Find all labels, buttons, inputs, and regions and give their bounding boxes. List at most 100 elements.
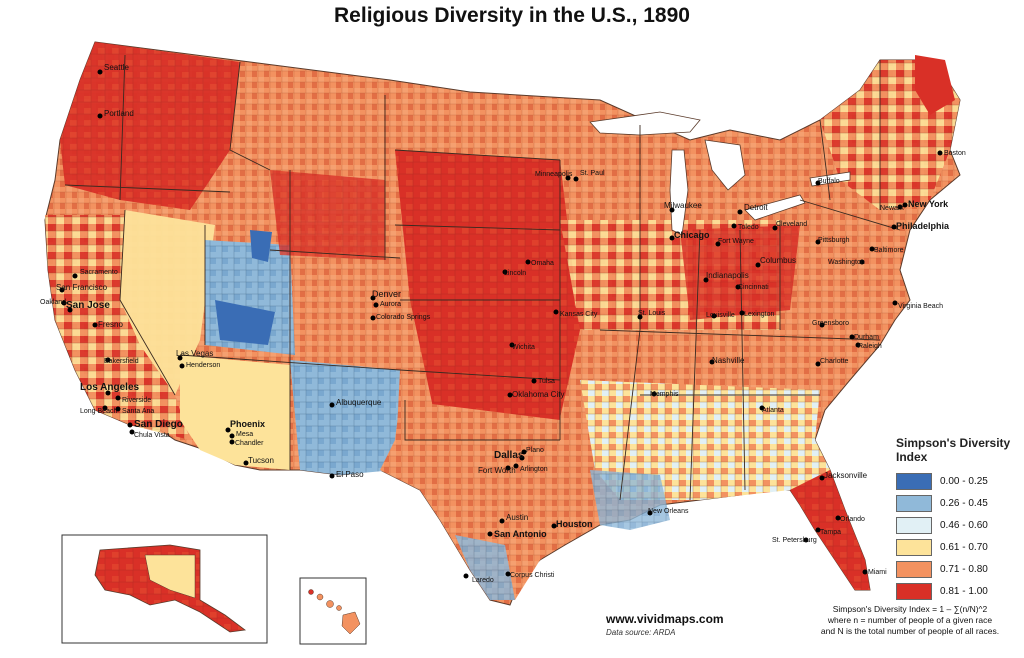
legend-swatch [896,582,932,600]
city-denver: Denver [372,289,401,299]
city-pittsburgh: Pittsburgh [818,237,850,244]
city-minneapolis: Minneapolis [535,171,573,178]
louisiana-region [590,470,670,530]
legend-label: 0.81 - 1.00 [940,585,988,597]
southeast-region [580,380,830,500]
city-tampa: Tampa [820,529,841,536]
pacific-northwest-region [60,42,240,210]
city-greensboro: Greensboro [812,320,849,327]
city-las-vegas: Las Vegas [176,349,213,358]
city-lincoln: Lincoln [504,270,526,277]
city-durham: Durham [854,334,879,341]
legend-swatch [896,472,932,490]
legend-swatch [896,516,932,534]
city-st-paul: St. Paul [580,170,605,177]
state-borders [64,54,901,501]
maine-region [915,55,955,115]
city-nashville: Nashville [712,356,745,365]
legend-swatch [896,560,932,578]
legend-label: 0.71 - 0.80 [940,563,988,575]
city-fort-worth: Fort Worth [478,466,516,475]
city-henderson: Henderson [186,362,220,369]
city-albuquerque: Albuquerque [336,398,382,407]
city-bakersfield: Bakersfield [104,358,139,365]
city-orlando: Orlando [840,516,865,523]
city-santa-ana: Santa Ana [122,408,154,415]
legend-item: 0.26 - 0.45 [896,492,1020,514]
city-chula-vista: Chula Vista [134,432,170,439]
city-fresno: Fresno [98,320,123,329]
map-title: Religious Diversity in the U.S., 1890 [334,4,690,27]
new-mexico-region [290,360,400,475]
map-legend: Simpson's Diversity Index 0.00 - 0.25 0.2… [896,436,1020,602]
south-texas-region [455,535,515,600]
city-fort-wayne: Fort Wayne [718,238,754,245]
city-chandler: Chandler [235,440,264,447]
city-raleigh: Raleigh [858,343,882,350]
city-new-orleans: New Orleans [648,508,689,515]
lake-huron [704,139,746,191]
city-riverside: Riverside [122,397,151,404]
hawaii-inset-frame [299,577,367,645]
city-tucson: Tucson [248,456,274,465]
lake-superior [589,111,701,136]
city-san-francisco: San Francisco [56,283,108,292]
legend-item: 0.71 - 0.80 [896,558,1020,580]
legend-label: 0.00 - 0.25 [940,475,988,487]
utah-north-region [250,230,272,262]
city-sacramento: Sacramento [80,269,118,276]
city-milwaukee: Milwaukee [664,201,702,210]
city-boston: Boston [944,150,966,157]
city-austin: Austin [506,513,528,522]
website-credit: www.vividmaps.com [606,612,724,626]
legend-item: 0.61 - 0.70 [896,536,1020,558]
formula-line2: where n = number of people of a given ra… [827,615,993,625]
city-phoenix: Phoenix [230,419,265,429]
city-cincinnati: Cincinnati [738,284,769,291]
legend-title-line1: Simpson's Diversity [896,436,1011,450]
city-charlotte: Charlotte [820,358,849,365]
city-detroit: Detroit [744,203,768,212]
city-toledo: Toledo [738,224,759,231]
california-coast-region [45,215,190,440]
city-lexington: Lexington [744,311,774,318]
city-st-louis: St. Louis [638,310,666,317]
city-memphis: Memphis [650,391,679,398]
legend-item: 0.81 - 1.00 [896,580,1020,602]
diversity-formula: Simpson's Diversity Index = 1 – ∑(n/N)^2… [800,604,1020,637]
city-wichita: Wichita [512,344,535,351]
city-labels: Seattle Portland Sacramento San Francisc… [40,63,966,584]
city-oklahoma-city: Oklahoma City [512,390,564,399]
legend-swatch [896,494,932,512]
city-atlanta: Atlanta [762,407,784,414]
city-louisville: Louisville [706,312,735,319]
city-jacksonville: Jacksonville [824,471,868,480]
legend-label: 0.61 - 0.70 [940,541,988,553]
alaska-yellow-area [144,554,196,599]
city-houston: Houston [556,519,593,529]
city-portland: Portland [104,109,134,118]
city-mesa: Mesa [236,431,253,438]
city-seattle: Seattle [104,63,129,72]
legend-swatch [896,538,932,556]
legend-title: Simpson's Diversity Index [896,436,1020,464]
city-tulsa: Tulsa [538,378,555,385]
plains-region [395,150,580,440]
city-buffalo: Buffalo [818,178,840,185]
city-new-york: New York [908,199,949,209]
city-washington: Washington [828,259,865,266]
city-los-angeles: Los Angeles [80,382,140,393]
nevada-region [120,210,215,395]
city-san-antonio: San Antonio [494,529,547,539]
legend-title-line2: Index [896,450,928,464]
florida-region [790,470,870,590]
legend-rows: 0.00 - 0.25 0.26 - 0.45 0.46 - 0.60 0.61 - … [896,470,1020,602]
city-virginia-beach: Virginia Beach [898,303,943,310]
city-miami: Miami [868,569,887,576]
arizona-region [180,355,290,470]
city-aurora: Aurora [380,301,401,308]
city-philadelphia: Philadelphia [896,221,950,231]
city-san-diego: San Diego [134,419,183,430]
formula-line3: and N is the total number of people of a… [820,626,1000,636]
city-chicago: Chicago [674,230,710,240]
